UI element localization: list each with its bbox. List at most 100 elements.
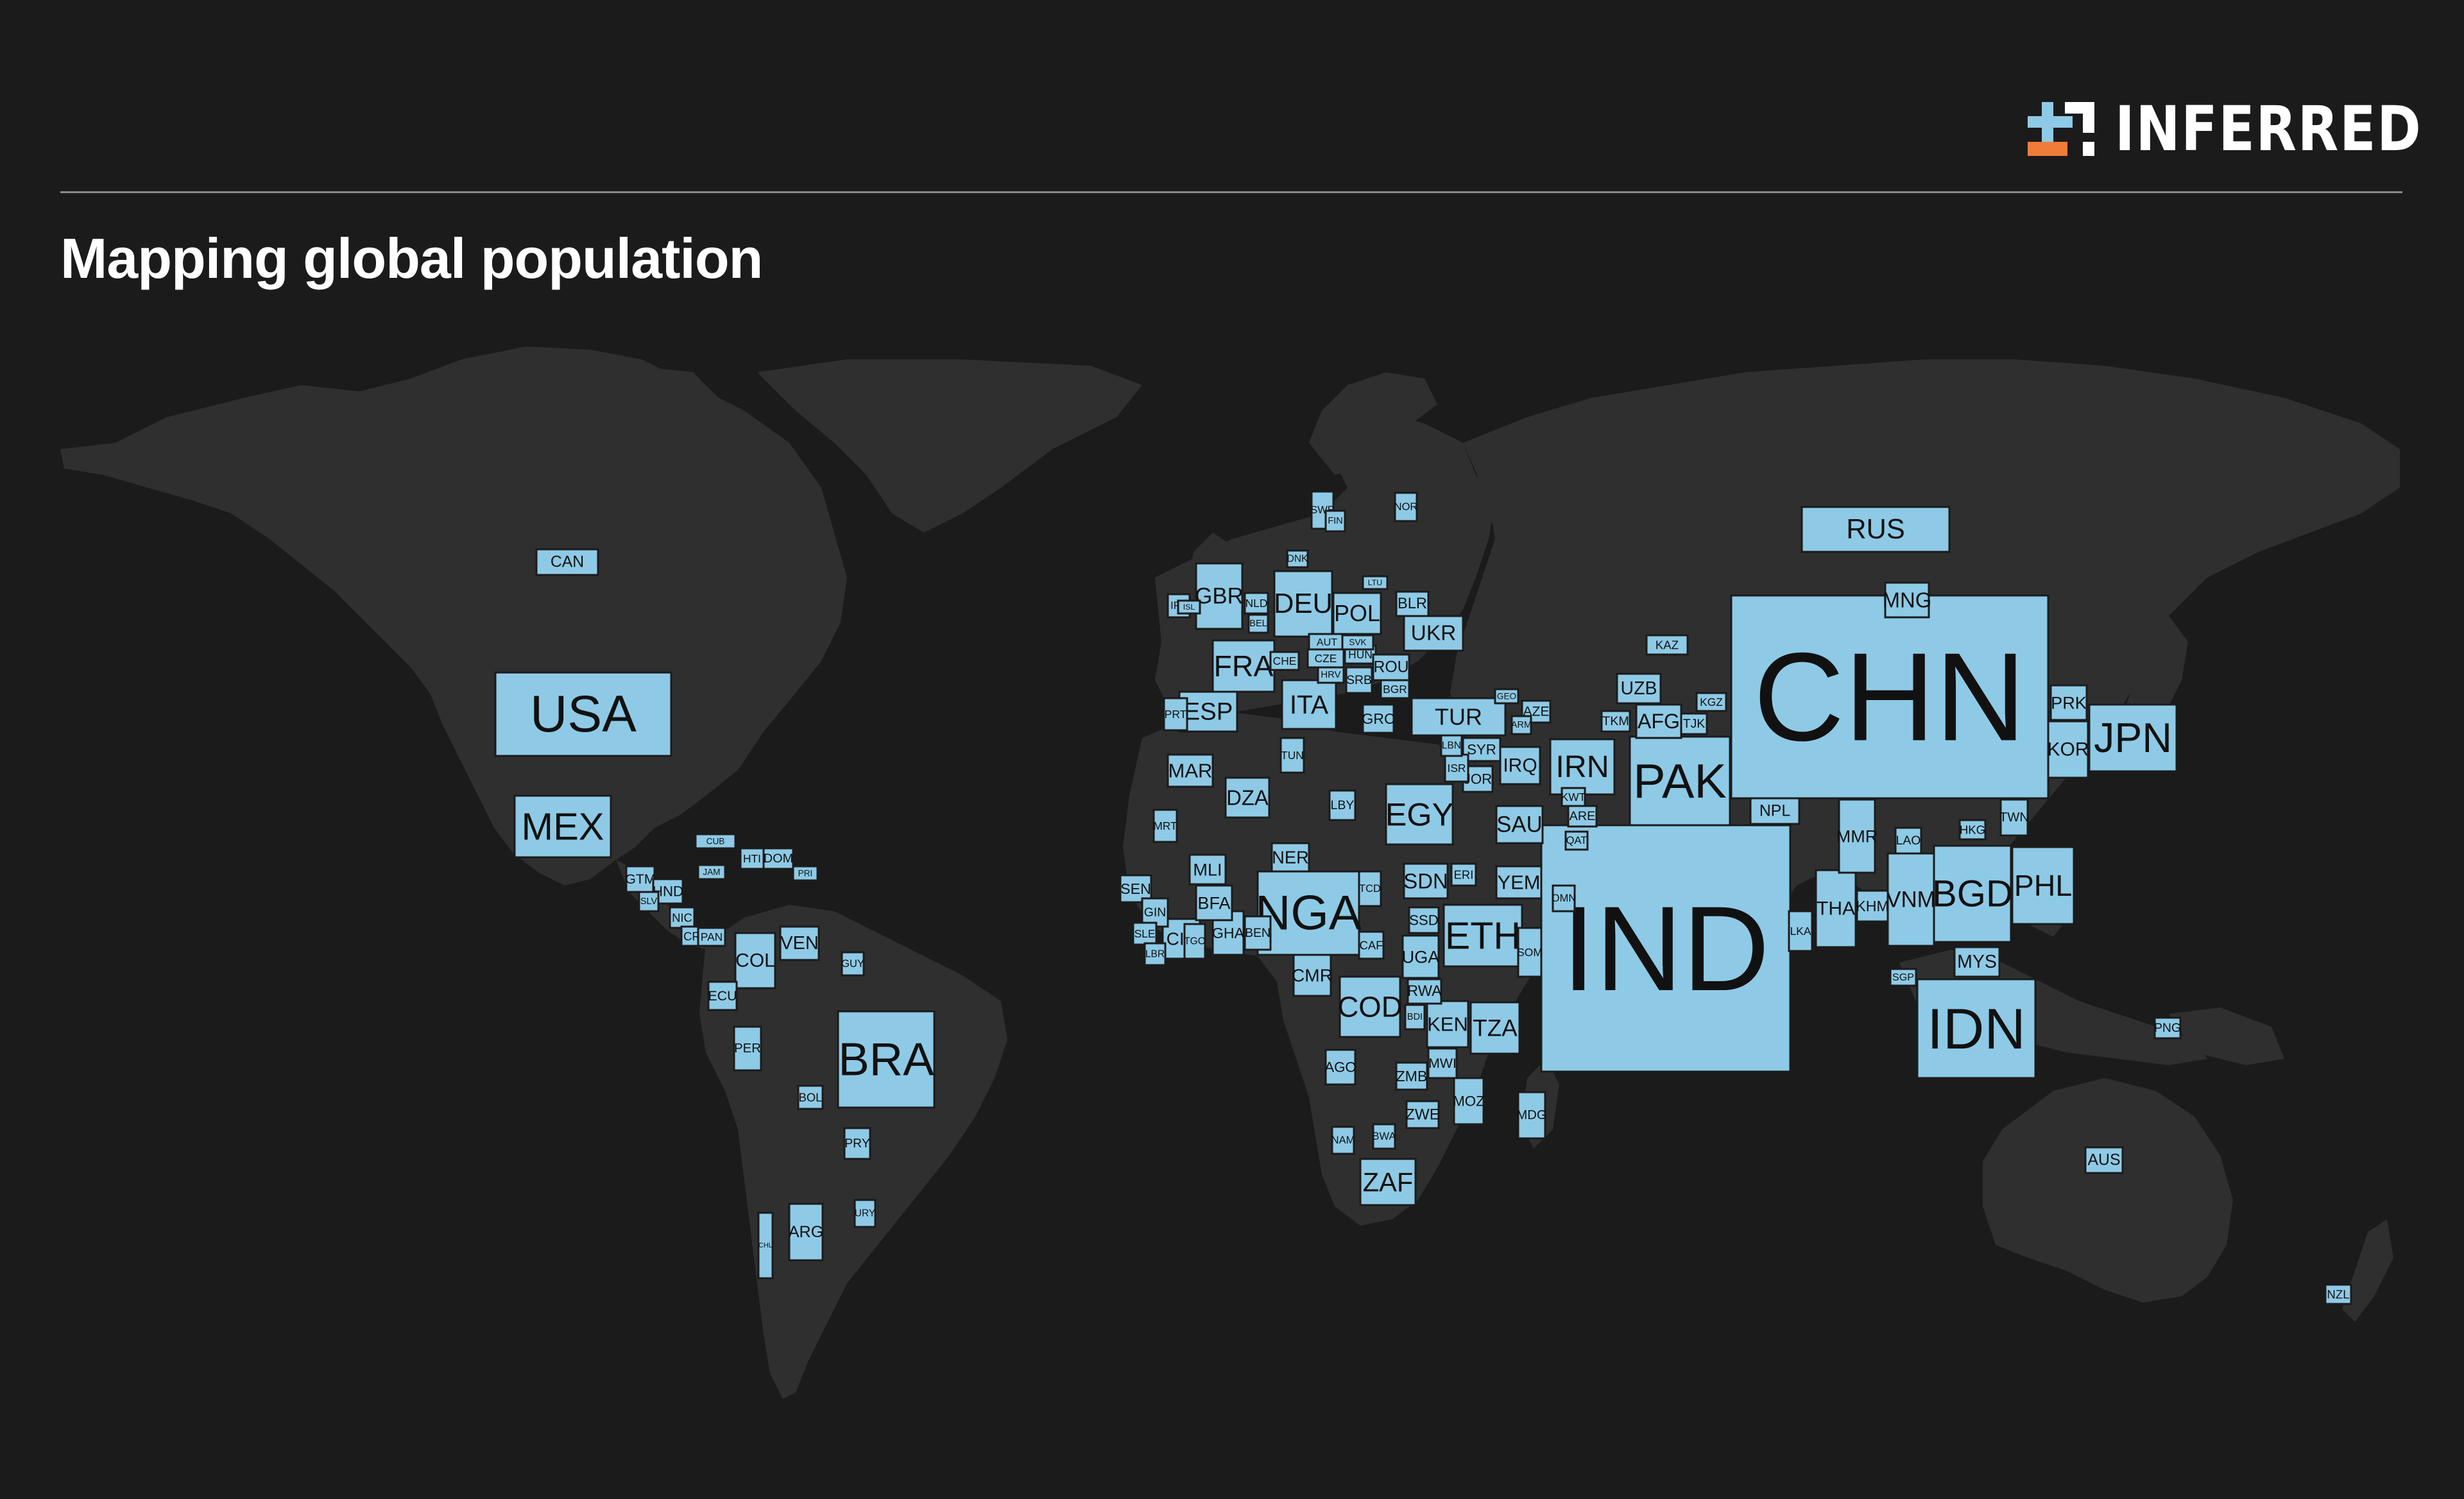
country-box-mar: MAR bbox=[1167, 753, 1214, 788]
country-label: BGD bbox=[1932, 873, 2013, 915]
country-box-ago: AGO bbox=[1324, 1049, 1356, 1086]
country-rect bbox=[1394, 492, 1418, 522]
country-rect bbox=[1953, 946, 2001, 978]
country-rect bbox=[2088, 703, 2178, 773]
country-rect bbox=[2084, 1146, 2124, 1174]
country-label: GBR bbox=[1195, 584, 1244, 609]
country-box-swe: SWE bbox=[1310, 490, 1335, 530]
landmass-new-guinea bbox=[2169, 1007, 2284, 1065]
country-label: DEU bbox=[1274, 588, 1333, 619]
country-box-kaz: KAZ bbox=[1645, 634, 1689, 656]
country-box-bol: BOL bbox=[797, 1084, 824, 1110]
country-label: ETH bbox=[1445, 914, 1521, 957]
country-label: TCD bbox=[1359, 883, 1381, 895]
country-label: SLE bbox=[1134, 927, 1156, 940]
landmass-australia bbox=[1983, 1078, 2233, 1303]
country-box-nzl: NZL bbox=[2324, 1283, 2352, 1305]
country-rect bbox=[2153, 1016, 2182, 1040]
country-box-sau: SAU bbox=[1495, 805, 1544, 844]
country-box-lao: LAO bbox=[1894, 827, 1922, 855]
country-rect bbox=[707, 981, 738, 1011]
country-box-tcd: TCD bbox=[1358, 870, 1382, 907]
country-box-zmb: ZMB bbox=[1395, 1061, 1428, 1091]
country-box-eri: ERI bbox=[1450, 862, 1477, 887]
country-box-hkg: HKG bbox=[1958, 819, 1987, 841]
country-label: MOZ bbox=[1453, 1093, 1485, 1109]
country-box-srb: SRB bbox=[1345, 666, 1373, 694]
country-label: TUR bbox=[1435, 704, 1482, 730]
country-label: PAK bbox=[1633, 754, 1726, 808]
country-rect bbox=[1401, 934, 1440, 979]
country-label: UKR bbox=[1411, 622, 1457, 646]
country-label: GHA bbox=[1212, 925, 1245, 941]
country-box-cub: CUB bbox=[694, 833, 737, 850]
country-label: HTI bbox=[743, 852, 761, 865]
country-rect bbox=[1195, 884, 1233, 921]
country-rect bbox=[1332, 592, 1382, 635]
country-box-gbr: GBR bbox=[1195, 562, 1244, 630]
country-box-mng: MNG bbox=[1883, 581, 1931, 619]
country-label: MWI bbox=[1428, 1056, 1457, 1071]
country-rect bbox=[1462, 737, 1502, 762]
country-box-mdg: MDG bbox=[1516, 1091, 1547, 1140]
country-rect bbox=[1324, 510, 1346, 533]
country-label: NER bbox=[1272, 848, 1309, 868]
country-rect bbox=[625, 865, 656, 893]
country-label: ZAF bbox=[1363, 1167, 1414, 1197]
country-box-nam: NAM bbox=[1331, 1126, 1355, 1155]
country-rect bbox=[1427, 1047, 1458, 1079]
country-label: ERI bbox=[1454, 868, 1474, 882]
country-box-tkm: TKM bbox=[1600, 710, 1631, 733]
country-label: FIN bbox=[1328, 516, 1342, 526]
country-label: ARE bbox=[1570, 809, 1596, 823]
country-box-bwa: BWA bbox=[1372, 1123, 1396, 1150]
country-label: CUB bbox=[706, 837, 725, 846]
country-label: QAT bbox=[1566, 835, 1587, 846]
country-rect bbox=[697, 864, 726, 880]
country-rect bbox=[1916, 978, 2037, 1079]
country-box-nld: NLD bbox=[1244, 592, 1269, 615]
country-label: TJK bbox=[1683, 717, 1706, 731]
country-label: USA bbox=[530, 685, 637, 743]
country-rect bbox=[1358, 870, 1382, 907]
country-label: EGY bbox=[1385, 796, 1453, 833]
country-label: BWA bbox=[1373, 1131, 1396, 1142]
country-label: CAF bbox=[1360, 939, 1383, 952]
country-box-prk: PRK bbox=[2049, 684, 2088, 721]
country-rect bbox=[1600, 710, 1631, 733]
country-rect bbox=[1167, 753, 1214, 788]
country-rect bbox=[1884, 581, 1930, 619]
country-box-lbn: LBN bbox=[1440, 734, 1463, 757]
country-label: VEN bbox=[780, 933, 819, 954]
country-label: PRK bbox=[2051, 693, 2087, 713]
country-box-cmr: CMR bbox=[1292, 954, 1333, 997]
country-label: SAU bbox=[1496, 812, 1543, 837]
country-box-aut: AUT bbox=[1308, 633, 1346, 652]
country-box-isr: ISR bbox=[1444, 753, 1469, 783]
country-box-lbr: LBR bbox=[1143, 942, 1167, 966]
country-box-prt: PRT bbox=[1163, 697, 1188, 732]
country-box-kwt: KWT bbox=[1561, 787, 1586, 807]
country-rect bbox=[1244, 915, 1272, 951]
country-box-pak: PAK bbox=[1629, 735, 1731, 827]
country-box-svk: SVK bbox=[1341, 634, 1374, 651]
country-rect bbox=[788, 1203, 824, 1262]
country-label: PNG bbox=[2154, 1021, 2181, 1035]
country-rect bbox=[1838, 798, 1876, 874]
country-box-dom: DOM bbox=[762, 847, 794, 870]
country-label: IRQ bbox=[1503, 755, 1537, 776]
country-box-rwa: RWA bbox=[1407, 978, 1442, 1005]
country-label: ROU bbox=[1373, 659, 1408, 676]
country-rect bbox=[1247, 613, 1269, 634]
country-box-caf: CAF bbox=[1358, 930, 1385, 960]
country-label: SEN bbox=[1120, 880, 1151, 897]
country-rect bbox=[1567, 805, 1598, 828]
country-rect bbox=[1730, 594, 2049, 800]
country-rect bbox=[1143, 942, 1167, 966]
country-rect bbox=[1645, 634, 1689, 656]
country-label: TZA bbox=[1473, 1015, 1518, 1041]
country-box-rus: RUS bbox=[1801, 506, 1951, 553]
country-box-ven: VEN bbox=[779, 925, 820, 961]
country-rect bbox=[1958, 819, 1987, 841]
